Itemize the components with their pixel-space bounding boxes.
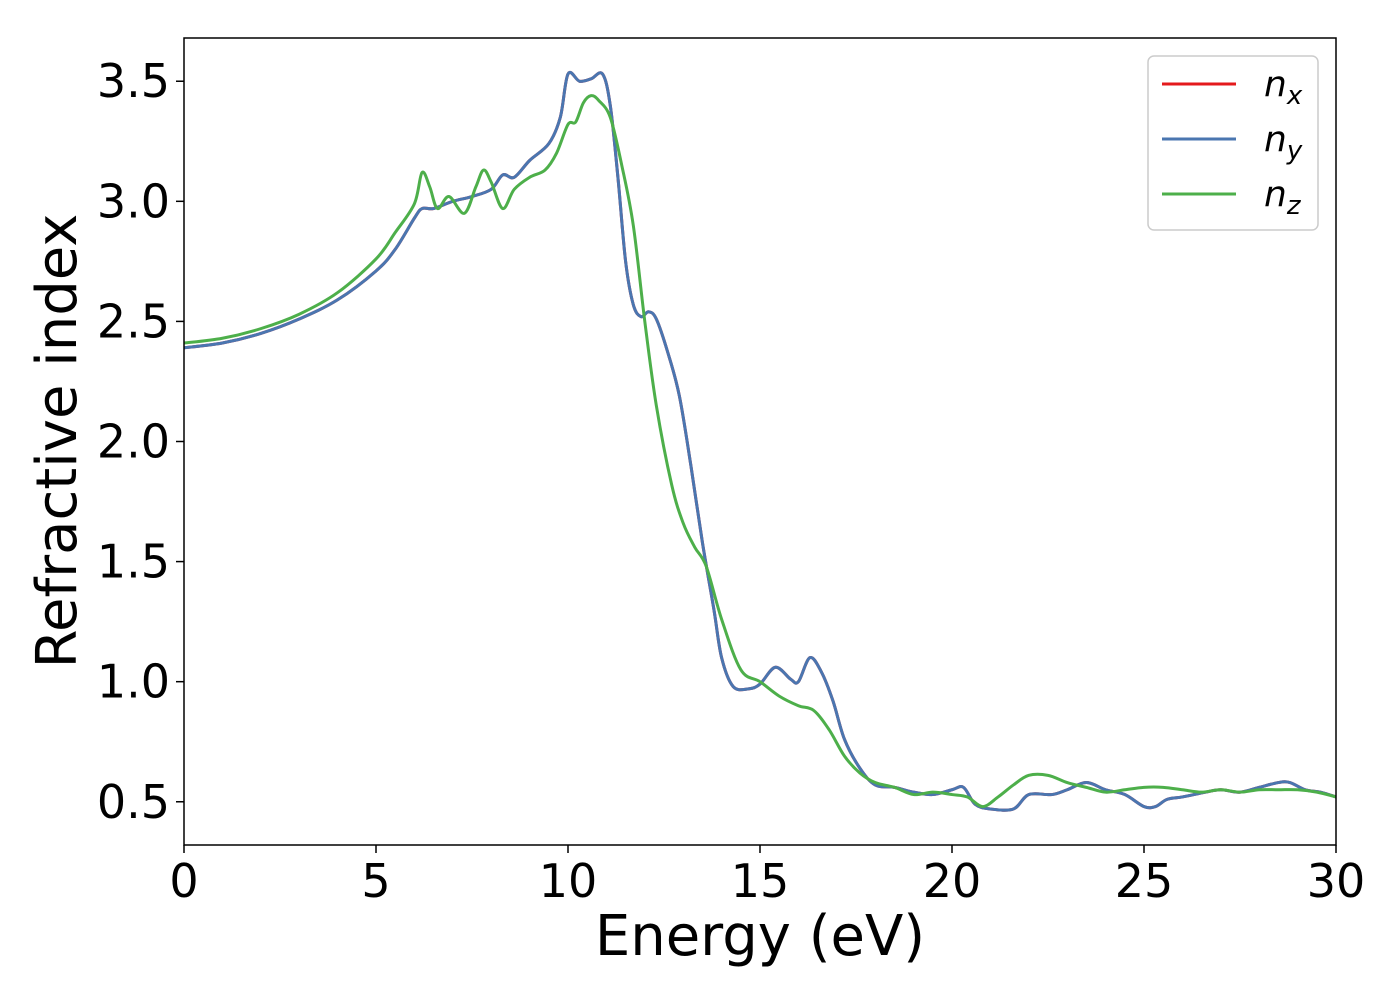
x-tick-label: 10 (539, 854, 598, 908)
x-tick-label: 25 (1115, 854, 1174, 908)
series-layer (184, 71, 1336, 812)
y-tick-label: 2.5 (97, 294, 170, 348)
x-tick-label: 15 (731, 854, 790, 908)
y-tick-label: 3.0 (97, 174, 170, 228)
x-axis-ticks: 0 5 10 15 20 25 30 (169, 845, 1365, 908)
y-tick-label: 3.5 (97, 54, 170, 108)
x-tick-label: 30 (1307, 854, 1366, 908)
y-axis-label: Refractive index (25, 214, 90, 669)
x-tick-label: 20 (923, 854, 982, 908)
legend-label-subscript: z (1286, 191, 1302, 221)
y-tick-label: 0.5 (97, 775, 170, 829)
x-axis-label: Energy (eV) (595, 904, 925, 969)
legend-label-n-z: nz (1264, 174, 1302, 221)
legend-label-subscript: x (1286, 81, 1303, 111)
x-tick-label: 5 (361, 854, 390, 908)
x-tick-label: 0 (169, 854, 198, 908)
y-tick-label: 1.5 (97, 535, 170, 589)
legend-label-subscript: y (1286, 136, 1303, 166)
y-tick-label: 1.0 (97, 655, 170, 709)
series-line-n-z (184, 94, 1336, 809)
y-tick-label: 2.0 (97, 415, 170, 469)
legend-box (1147, 55, 1319, 231)
y-axis-ticks: 0.5 1.0 1.5 2.0 2.5 3.0 3.5 (97, 54, 184, 829)
